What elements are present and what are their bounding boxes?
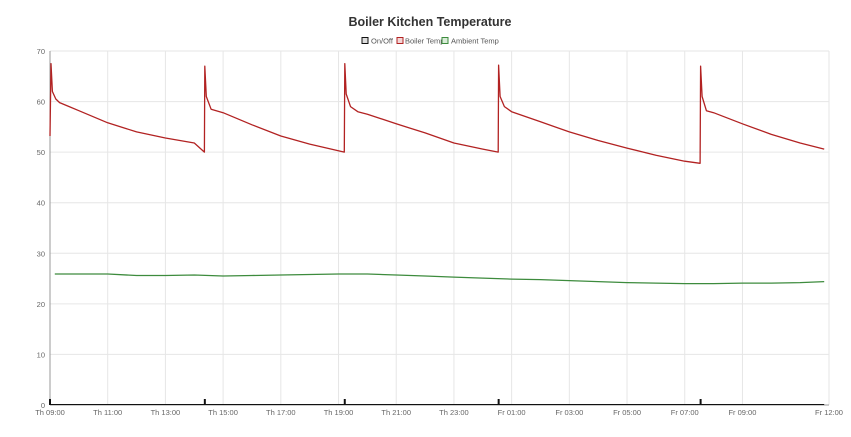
x-tick-label: Fr 03:00	[555, 408, 583, 417]
legend-label-boiler-temp: Boiler Temp	[405, 37, 444, 46]
grid	[49, 50, 830, 406]
axes: 0 10 20 30 40 50 60 70 Th 09:00 Th 11:00 Th 13:00 T…	[35, 47, 843, 417]
x-tick-label: Th 13:00	[151, 408, 181, 417]
legend-item-onoff[interactable]: On/Off	[361, 37, 394, 46]
legend-label-onoff: On/Off	[371, 37, 394, 46]
y-tick-label: 30	[37, 249, 45, 258]
y-tick-label: 50	[37, 148, 45, 157]
legend-item-boiler-temp[interactable]: Boiler Temp	[396, 37, 444, 46]
y-tick-label: 20	[37, 300, 45, 309]
legend-label-ambient-temp: Ambient Temp	[451, 37, 499, 46]
y-tick-label: 40	[37, 199, 45, 208]
y-tick-label: 70	[37, 47, 45, 56]
chart-title: Boiler Kitchen Temperature	[348, 15, 511, 29]
legend-swatch-ambient-temp	[441, 37, 449, 44]
y-tick-label: 10	[37, 350, 45, 359]
x-tick-label: Th 09:00	[35, 408, 65, 417]
x-tick-label: Th 19:00	[324, 408, 354, 417]
y-tick-label: 0	[41, 401, 45, 410]
series-layer	[49, 62, 825, 405]
x-tick-label: Fr 01:00	[498, 408, 526, 417]
x-tick-label: Th 11:00	[93, 408, 122, 417]
x-tick-label: Fr 07:00	[671, 408, 699, 417]
x-tick-label: Th 21:00	[381, 408, 411, 417]
x-tick-label: Fr 05:00	[613, 408, 641, 417]
legend-item-ambient-temp[interactable]: Ambient Temp	[441, 37, 499, 46]
legend-swatch-onoff	[361, 37, 369, 44]
series-line-boiler-temp	[49, 62, 825, 164]
x-tick-label: Fr 12:00	[815, 408, 843, 417]
y-tick-label: 60	[37, 98, 45, 107]
x-tick-label: Fr 09:00	[728, 408, 756, 417]
series-line-ambient-temp	[54, 273, 825, 285]
x-tick-label: Th 15:00	[208, 408, 238, 417]
legend: On/Off Boiler Temp Ambient Temp	[361, 37, 499, 46]
x-tick-label: Th 23:00	[439, 408, 469, 417]
legend-swatch-boiler-temp	[396, 37, 404, 44]
x-tick-label: Th 17:00	[266, 408, 296, 417]
